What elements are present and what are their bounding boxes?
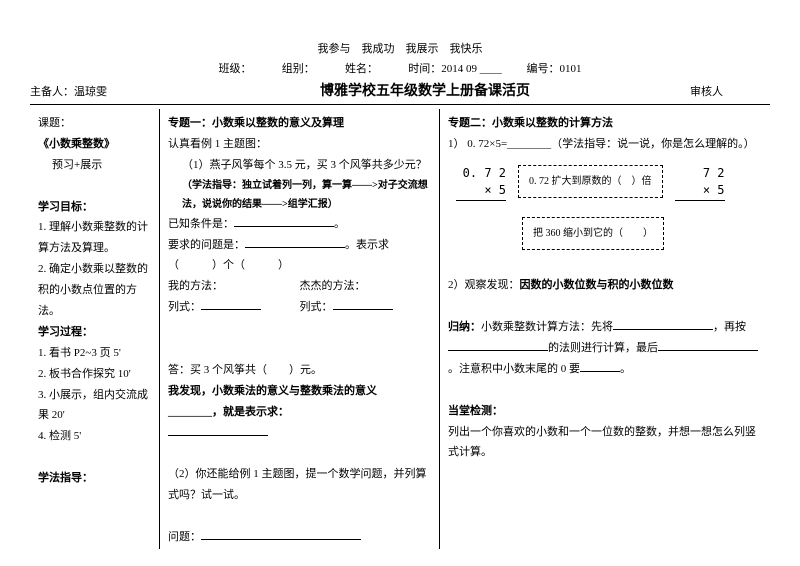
my-method: 我的方法： [168, 276, 300, 297]
jj-method: 杰杰的方法： [300, 276, 432, 297]
goal-heading: 学习目标： [38, 197, 151, 218]
blank-s3[interactable] [658, 339, 758, 351]
request-label: 要求的问题是： [168, 239, 245, 251]
c2-q2: （2）你还能给例 1 主题图，提一个数学问题，并列算式吗？试一试。 [168, 464, 431, 506]
c3-q2: 2）观察发现：因数的小数位数与积的小数位数 [448, 275, 762, 296]
dashed-expand: 0. 72 扩大到原数的（ ）倍 [518, 165, 663, 198]
calc2-line [675, 200, 725, 203]
author-label: 主备人：温琼雯 [30, 83, 160, 99]
column-right: 专题二：小数乘以整数的计算方法 1） 0. 72×5=________（学法指导… [440, 109, 770, 549]
c2-problem: 问题： [168, 527, 431, 548]
goal-1: 1. 理解小数乘整数的计算方法及算理。 [38, 217, 151, 259]
calc-left: 0. 7 2 × 5 [456, 165, 506, 204]
c2-answer: 答：买 3 个风筝共（ ）元。 [168, 360, 431, 381]
calc1-line [456, 200, 506, 203]
calc-right: 7 2 × 5 [675, 165, 725, 204]
content-area: 课题： 《小数乘整数》 预习+展示 学习目标： 1. 理解小数乘整数的计算方法及… [30, 109, 770, 549]
c3-q1: 1） 0. 72×5=________（学法指导：说一说，你是怎么理解的。） [448, 134, 762, 155]
goal-2: 2. 确定小数乘以整数的积的小数点位置的方法。 [38, 259, 151, 322]
calc2-a: 7 2 [675, 165, 725, 182]
page-title: 博雅学校五年级数学上册备课活页 [160, 80, 690, 100]
c2-discovery: 我发现，小数乘法的意义与整数乘法的意义 ________，就是表示求： [168, 381, 431, 423]
c2-line1: 认真看例 1 主题图： [168, 134, 431, 155]
test-question: 列出一个你喜欢的小数和一个一位数的整数，并想一想怎么列竖式计算。 [448, 422, 762, 464]
column-left: 课题： 《小数乘整数》 预习+展示 学习目标： 1. 理解小数乘整数的计算方法及… [30, 109, 160, 549]
formula2-label: 列式： [300, 301, 333, 313]
code-label: 编号：0101 [527, 63, 582, 75]
calc2-b: × 5 [675, 182, 725, 199]
c2-request: 要求的问题是：。表示求（ ）个（ ） [168, 235, 431, 277]
topic-name: 《小数乘整数》 [38, 134, 151, 155]
process-1: 1. 看书 P2~3 页 5' [38, 343, 151, 364]
column-middle: 专题一：小数乘以整数的意义及算理 认真看例 1 主题图： （1）燕子风筝每个 3… [160, 109, 440, 549]
formula1-label: 列式： [168, 301, 201, 313]
guide-heading: 学法指导： [38, 468, 151, 489]
blank-problem[interactable] [201, 528, 361, 540]
known-label: 已知条件是： [168, 218, 234, 230]
class-label: 班级： [219, 63, 247, 75]
group-label: 组别： [282, 63, 310, 75]
mode-label: 预习+展示 [38, 155, 151, 176]
reviewer-label: 审核人 [690, 83, 770, 99]
header-form-row: 班级： 组别： 姓名： 时间：2014 09 ____ 编号：0101 [30, 60, 770, 76]
calc1-a: 0. 7 2 [456, 165, 506, 182]
blank-s2[interactable] [448, 339, 548, 351]
blank-known[interactable] [234, 215, 334, 227]
test-heading: 当堂检测： [448, 401, 762, 422]
blank-f2[interactable] [333, 298, 393, 310]
time-label: 时间：2014 09 ____ [408, 63, 502, 75]
dashed-shrink: 把 360 缩小到它的（ ） [522, 217, 664, 250]
c2-methods: 我的方法： 杰杰的方法： [168, 276, 431, 297]
name-label: 姓名： [345, 63, 373, 75]
c3-summary: 归纳：小数乘整数计算方法：先将，再按的法则进行计算，最后。注意积中小数末尾的 0… [448, 317, 762, 380]
blank-s1[interactable] [613, 318, 713, 330]
blank-f1[interactable] [201, 298, 261, 310]
process-3: 3. 小展示，组内交流成果 20' [38, 385, 151, 427]
topic1: 专题一：小数乘以整数的意义及算理 [168, 113, 431, 134]
c2-known: 已知条件是：。 [168, 214, 431, 235]
c2-formulas: 列式： 列式： [168, 297, 431, 318]
calc1-b: × 5 [456, 182, 506, 199]
header-motto: 我参与 我成功 我展示 我快乐 [30, 40, 770, 56]
c2-line3: （学法指导：独立试着列一列，算一算——>对子交流想法，说说你的结果——>组学汇报… [168, 176, 431, 214]
blank-s4[interactable] [580, 360, 620, 372]
problem-label: 问题： [168, 531, 201, 543]
topic2: 专题二：小数乘以整数的计算方法 [448, 113, 762, 134]
q2-bold: 因数的小数位数与积的小数位数 [520, 279, 674, 291]
c2-line2: （1）燕子风筝每个 3.5 元，买 3 个风筝共多少元？ [168, 155, 431, 176]
calc-row-2: 把 360 缩小到它的（ ） [448, 213, 762, 254]
topic-label: 课题： [38, 113, 151, 134]
blank-request[interactable] [245, 236, 345, 248]
process-heading: 学习过程： [38, 322, 151, 343]
process-4: 4. 检测 5' [38, 426, 151, 447]
blank-discovery[interactable] [168, 424, 268, 436]
divider [30, 104, 770, 105]
process-2: 2. 板书合作探究 10' [38, 364, 151, 385]
calc-row-1: 0. 7 2 × 5 0. 72 扩大到原数的（ ）倍 7 2 × 5 [448, 161, 762, 208]
